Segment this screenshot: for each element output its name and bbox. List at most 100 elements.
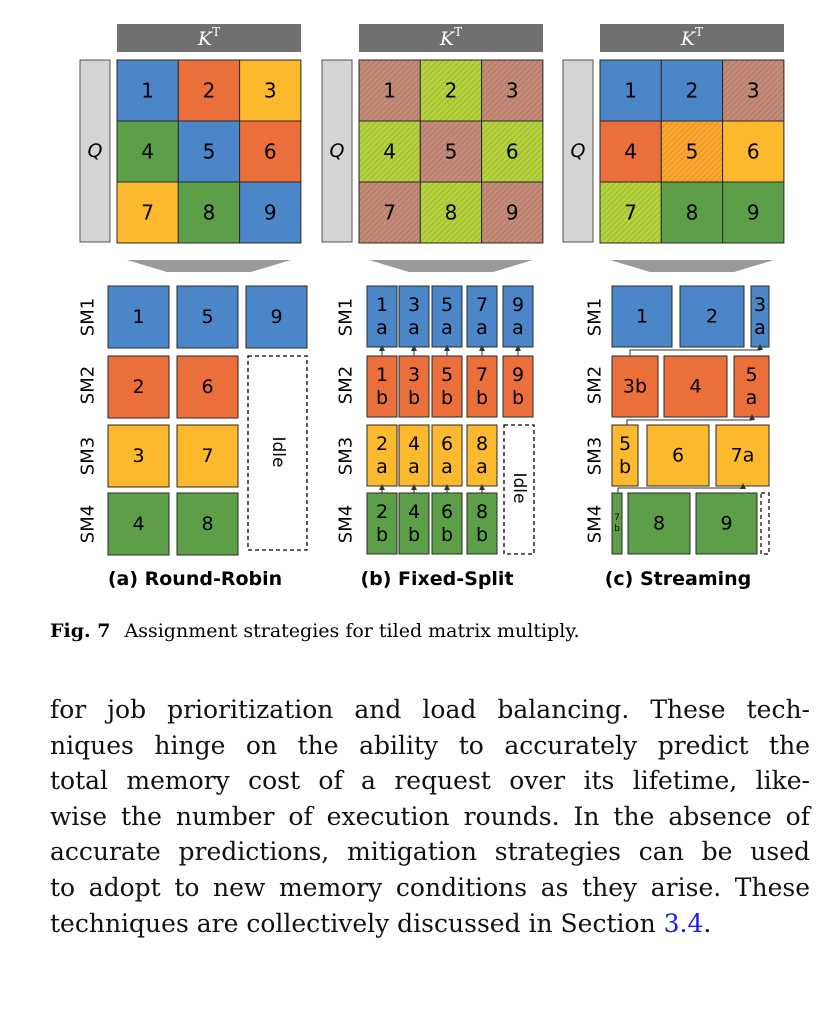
fs-block-label: 6: [441, 433, 453, 455]
sm-label: SM2: [585, 366, 606, 404]
subcaption: (a) Round-Robin: [108, 568, 282, 590]
fs-block-label: b: [408, 387, 420, 409]
figure-caption: Fig. 7 Assignment strategies for tiled m…: [50, 620, 810, 642]
fs-block: [466, 424, 498, 487]
st-block-label: 2: [706, 306, 718, 328]
st-block-label: 3b: [623, 376, 647, 398]
st-block: [646, 424, 710, 487]
fs-block-label: 7: [476, 294, 488, 316]
st-block: [679, 285, 745, 348]
rr-block-label: 8: [201, 513, 213, 535]
fs-block-label: b: [476, 387, 488, 409]
grid-cell: [177, 59, 241, 122]
fs-block: [431, 285, 463, 348]
grid-cell: [177, 120, 241, 183]
grid-cell-label: 7: [383, 201, 396, 225]
dependency-arrow-icon: [629, 344, 763, 356]
grid-cell-label: 2: [445, 79, 458, 103]
idle-label: Idle: [509, 473, 529, 504]
q-bar: [321, 59, 353, 243]
idle-slot: [760, 492, 770, 555]
subcaption: (c) Streaming: [605, 568, 752, 590]
st-block-label: 6: [672, 445, 684, 467]
grid-cell-label: 9: [264, 201, 277, 225]
fs-block-label: a: [408, 317, 420, 339]
grid-cell-label: 5: [203, 140, 216, 164]
grid-cell-label: 8: [445, 201, 458, 225]
idle-label: Idle: [268, 437, 288, 468]
grid-cell-hatch: [722, 60, 784, 121]
grid-cell: [660, 181, 724, 244]
fs-block: [502, 285, 534, 348]
st-block-label: a: [746, 387, 758, 409]
st-block: [695, 492, 758, 555]
fs-block: [466, 492, 498, 555]
grid-cell: [722, 181, 785, 244]
grid-cell-hatch: [481, 60, 543, 121]
st-block-label: 5: [745, 364, 757, 386]
fs-block-label: 9: [512, 294, 524, 316]
fs-block: [502, 355, 534, 418]
fs-block-label: b: [376, 387, 388, 409]
grid-cell-label: 3: [264, 79, 277, 103]
grid-cell: [239, 120, 302, 183]
figure-label: Fig. 7: [50, 620, 111, 642]
grid-cell: [660, 120, 724, 183]
rr-block: [107, 424, 170, 488]
down-arrow-icon: [369, 260, 533, 272]
fs-block: [466, 285, 498, 348]
grid-cell-label: 8: [203, 201, 216, 225]
grid-cell-hatch: [481, 121, 543, 182]
fs-block-label: 4: [408, 433, 420, 455]
grid-cell-label: 4: [141, 140, 154, 164]
sm-label: SM4: [336, 505, 357, 543]
grid-cell-label: 7: [141, 201, 154, 225]
body-line: accurate predictions, mitigation strateg…: [50, 837, 810, 867]
body-line-last-text: techniques are collectively discussed in…: [50, 908, 664, 938]
body-line: to adopt to new memory conditions as the…: [50, 872, 810, 902]
fs-block: [398, 285, 430, 348]
fs-block-label: 5: [441, 294, 453, 316]
st-block-label: 7: [614, 513, 620, 523]
grid-cell: [239, 59, 302, 122]
grid-cell-label: 9: [506, 201, 519, 225]
sm-label: SM2: [336, 366, 357, 404]
down-arrow-icon: [610, 260, 774, 272]
rr-block-label: 2: [132, 376, 144, 398]
st-block-label: 7a: [731, 445, 755, 467]
fs-block: [431, 424, 463, 487]
grid-cell-hatch: [359, 121, 421, 182]
rr-block-label: 9: [270, 306, 282, 328]
fs-block-label: 2: [376, 433, 388, 455]
rr-block: [176, 424, 239, 488]
grid-cell-label: 4: [624, 140, 637, 164]
fs-block-label: a: [441, 317, 453, 339]
fs-block-label: a: [441, 456, 453, 478]
grid-cell-hatch: [420, 182, 482, 243]
grid-cell-hatch: [600, 182, 662, 243]
q-label: Q: [571, 140, 586, 162]
st-block: [733, 355, 770, 418]
subcaption: (b) Fixed-Split: [360, 568, 513, 590]
st-block: [611, 424, 639, 487]
fs-block: [366, 355, 398, 418]
idle-slot: [503, 424, 535, 555]
fs-block-label: 5: [441, 364, 453, 386]
fs-block: [398, 492, 430, 555]
grid-cell-label: 5: [445, 140, 458, 164]
st-block-label: 8: [653, 513, 665, 535]
fs-block-label: b: [441, 387, 453, 409]
grid-cell-hatch: [420, 121, 482, 182]
rr-block: [107, 492, 170, 556]
dependency-arrow-icon: [626, 414, 755, 425]
fs-block: [431, 492, 463, 555]
section-reference-link[interactable]: 3.4: [663, 908, 704, 938]
sm-label: SM3: [78, 437, 99, 475]
fs-block-label: b: [408, 524, 420, 546]
figure-7: KT Q 1 2 3 4 5 6 7 8 9 (a) Round-Robin KT Q 1 2 3 4 5 6 7 8 9 (…: [78, 24, 785, 590]
kt-header: [600, 24, 784, 52]
fs-block-label: 2: [376, 501, 388, 523]
body-line: niques hinge on the ability to accuratel…: [50, 730, 810, 760]
grid-cell: [239, 181, 302, 244]
fs-block-label: 8: [476, 433, 488, 455]
